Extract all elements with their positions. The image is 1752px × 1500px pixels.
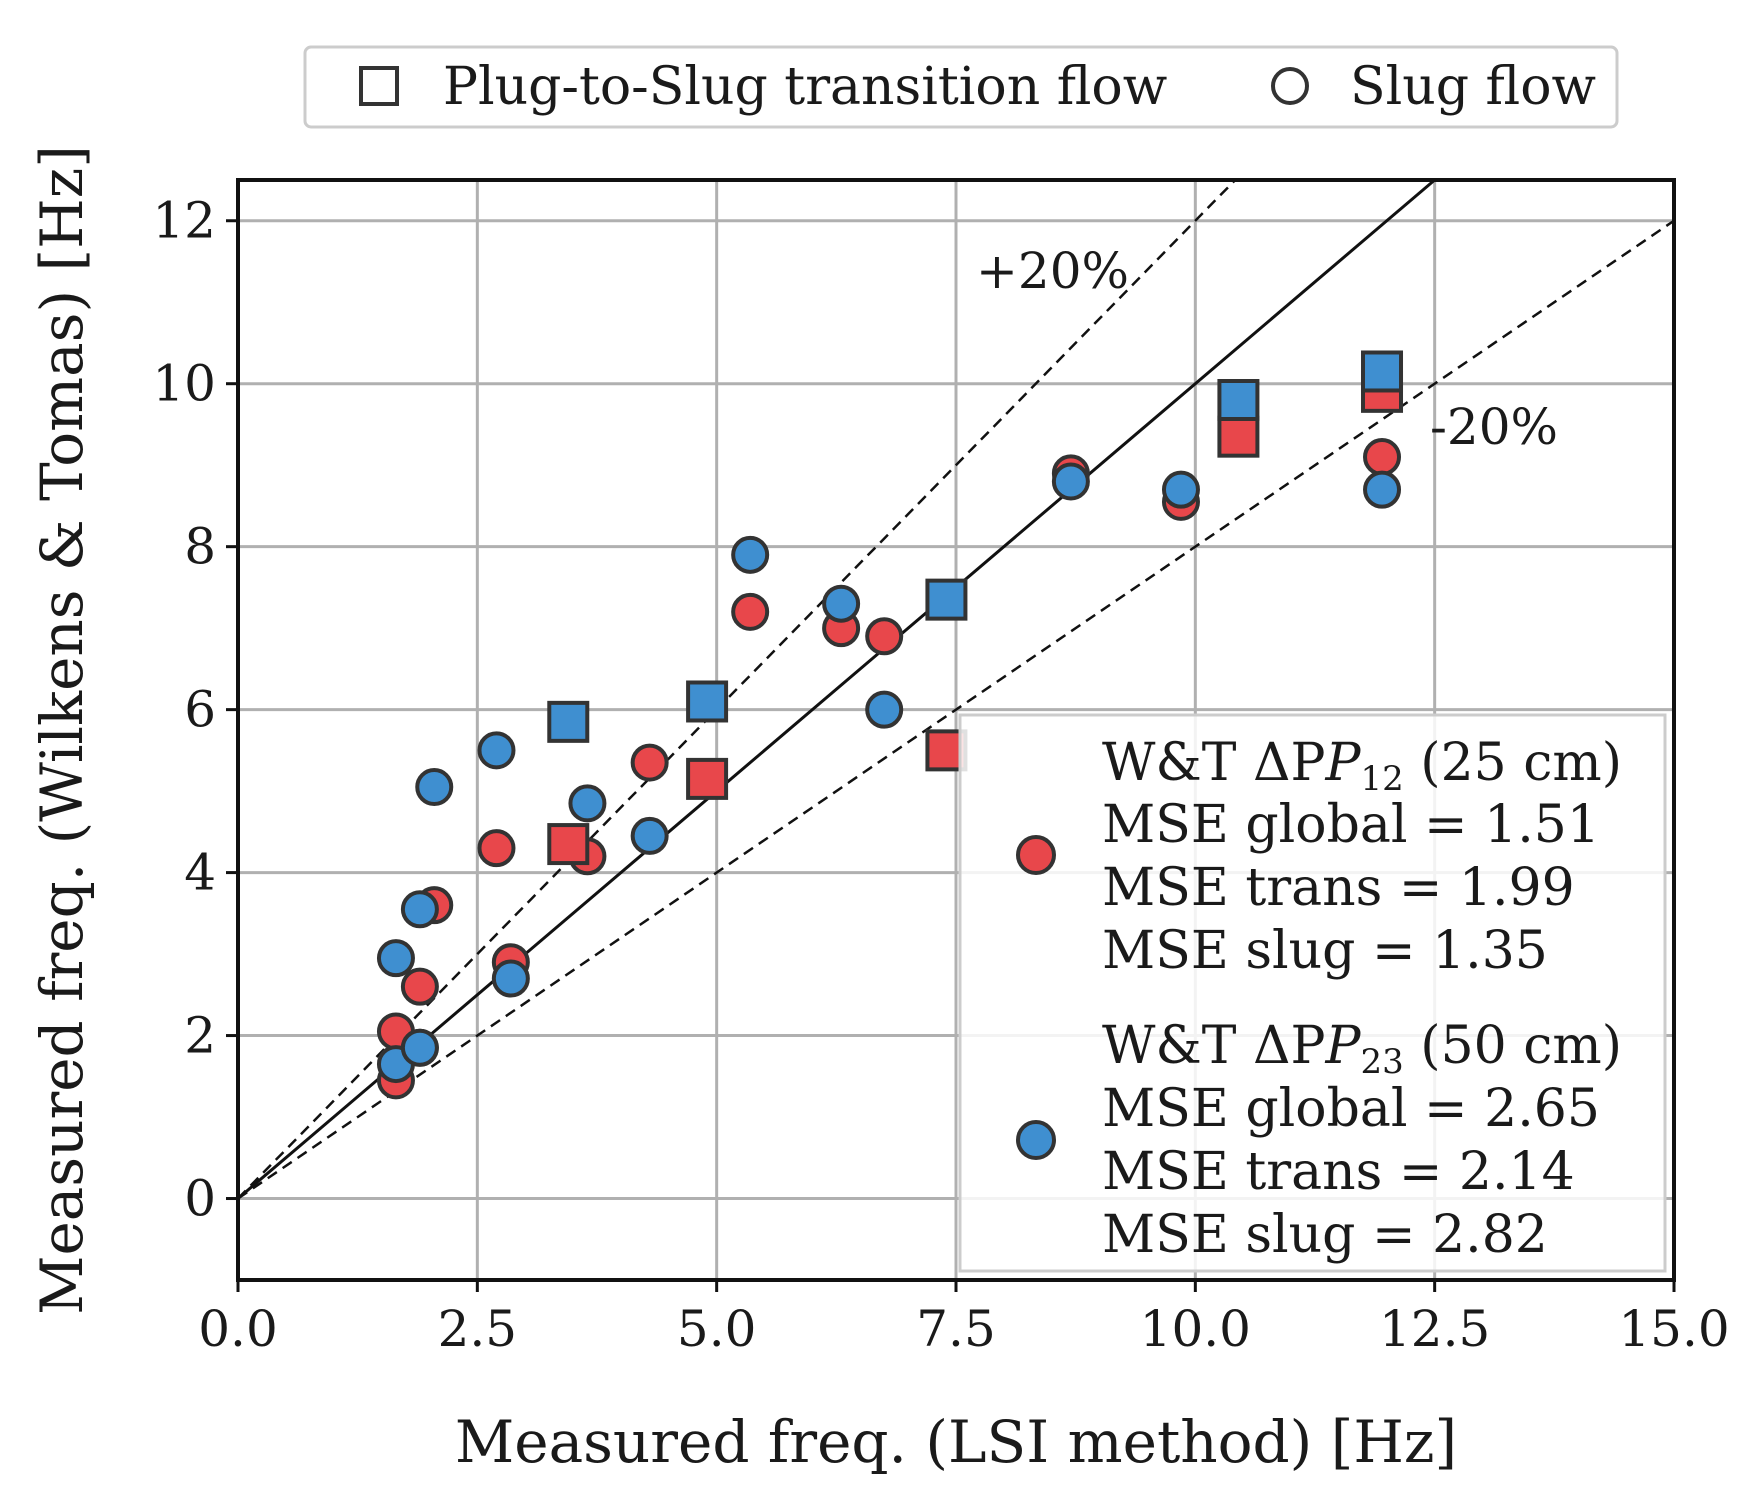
y-tick-label: 2 [184, 1007, 216, 1065]
series-2-slug-point [376, 939, 415, 978]
x-tick-label: 2.5 [438, 1300, 518, 1358]
legend-transition-label: Plug-to-Slug transition flow [443, 57, 1167, 117]
series-1-mse-trans: MSE trans = 1.99 [1102, 858, 1575, 918]
series-1-slug-point [1363, 438, 1402, 477]
series-2-slug-point [415, 768, 454, 807]
x-tick-label: 0.0 [198, 1300, 278, 1358]
shape-legend-frame [303, 45, 1619, 129]
series-2-mse-trans: MSE trans = 2.14 [1102, 1142, 1575, 1202]
x-tick-label: 12.5 [1379, 1300, 1490, 1358]
y-axis-label: Measured freq. (Wilkens & Tomas) [Hz] [28, 145, 96, 1315]
series-2-slug-point [400, 890, 439, 929]
series-2-transition-point [1217, 379, 1260, 421]
y-tick-label: 6 [184, 681, 216, 739]
series-2-slug-point [1051, 462, 1090, 501]
y-tick-label: 4 [184, 844, 216, 902]
series-1-slug-point [477, 829, 516, 868]
series-1-slug-point [400, 967, 439, 1006]
minus-20-label: -20% [1430, 398, 1558, 456]
y-tick-label: 8 [184, 518, 216, 576]
x-tick-label: 5.0 [677, 1300, 757, 1358]
series-2-mse-global: MSE global = 2.65 [1102, 1079, 1600, 1139]
series-2-transition-point [925, 578, 968, 621]
series-1-slug-point [865, 617, 904, 656]
series-2-slug-point [400, 1028, 439, 1067]
series-2-transition-point [1361, 350, 1404, 393]
series-2-slug-point [630, 816, 669, 855]
circle-marker-icon [1271, 67, 1309, 105]
axes-frame [236, 178, 1676, 1282]
legend-slug-label: Slug flow [1350, 57, 1596, 117]
series-2-title: W&T ΔPP23 (50 cm) [1102, 1016, 1622, 1082]
series-2-slug-point [491, 959, 530, 998]
x-tick-label: 15.0 [1618, 1300, 1729, 1358]
series-1-transition-point [547, 823, 590, 866]
series-legend: W&T ΔPP12 (25 cm) MSE global = 1.51 MSE … [958, 713, 1667, 1273]
tick-labels: 0.0 2.5 5.0 7.5 10.0 12.5 15.0 0 2 4 6 8 10 12 [152, 192, 1729, 1358]
series-2-slug-point [1161, 470, 1200, 509]
series-2-slug-point [865, 690, 904, 729]
shape-legend: Plug-to-Slug transition flow Slug flow [303, 45, 1619, 129]
series-2-transition-point [686, 680, 729, 723]
series-1-mse-global: MSE global = 1.51 [1102, 795, 1600, 855]
reference-line-minus20pct [237, 219, 1675, 1200]
series-2-slug-point [731, 535, 770, 574]
series-1-slug-point [630, 743, 669, 782]
series-legend-frame [958, 713, 1667, 1273]
square-marker-icon [359, 66, 399, 106]
y-tick-label: 12 [152, 192, 216, 250]
y-tick-label: 0 [184, 1170, 216, 1228]
series-2-slug-point [477, 731, 516, 770]
series-1-legend-marker [1016, 835, 1056, 875]
series-2-slug-point [1363, 470, 1402, 509]
series-1-transition-point [686, 757, 729, 800]
series-1-title: W&T ΔPP12 (25 cm) [1102, 733, 1622, 799]
series-2-transition-point [547, 700, 590, 743]
series-2-slug-point [822, 584, 861, 623]
series-1-slug-point [731, 592, 770, 631]
x-tick-label: 7.5 [916, 1300, 996, 1358]
series-1-mse-slug: MSE slug = 1.35 [1102, 921, 1548, 981]
series-2-legend-marker [1016, 1120, 1056, 1160]
x-tick-label: 10.0 [1140, 1300, 1251, 1358]
series-2-slug-point [568, 784, 607, 823]
reference-line-identity [237, 178, 1436, 1200]
series-2-mse-slug: MSE slug = 2.82 [1102, 1205, 1548, 1265]
y-tick-label: 10 [152, 355, 216, 413]
plus-20-label: +20% [976, 242, 1129, 300]
x-axis-label: Measured freq. (LSI method) [Hz] [455, 1408, 1457, 1476]
series-1-transition-point [1217, 415, 1260, 458]
